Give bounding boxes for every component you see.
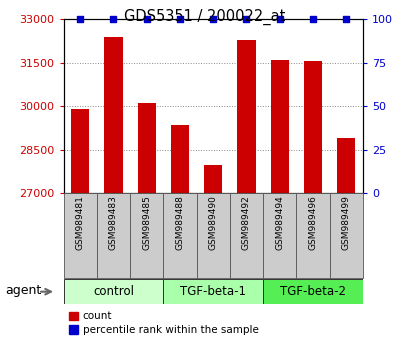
Text: GSM989490: GSM989490 xyxy=(208,195,217,250)
Text: GSM989494: GSM989494 xyxy=(274,195,283,250)
Bar xyxy=(137,103,155,193)
Point xyxy=(176,17,183,22)
Bar xyxy=(263,279,362,304)
Text: GSM989496: GSM989496 xyxy=(308,195,317,250)
Bar xyxy=(336,138,355,193)
Text: GSM989481: GSM989481 xyxy=(76,195,85,250)
Legend: count, percentile rank within the sample: count, percentile rank within the sample xyxy=(69,312,258,335)
Point xyxy=(77,17,83,22)
Text: GSM989485: GSM989485 xyxy=(142,195,151,250)
Bar xyxy=(270,60,288,193)
Point xyxy=(309,17,315,22)
Text: TGF-beta-1: TGF-beta-1 xyxy=(180,285,245,298)
Point xyxy=(276,17,282,22)
Bar xyxy=(163,279,263,304)
Text: control: control xyxy=(93,285,134,298)
Text: GSM989488: GSM989488 xyxy=(175,195,184,250)
Point xyxy=(143,17,150,22)
Point xyxy=(110,17,117,22)
Bar xyxy=(171,125,189,193)
Text: agent: agent xyxy=(5,284,41,297)
Bar xyxy=(130,193,163,278)
Bar xyxy=(263,193,296,278)
Text: GSM989499: GSM989499 xyxy=(341,195,350,250)
Bar xyxy=(303,61,321,193)
Text: GSM989483: GSM989483 xyxy=(109,195,118,250)
Point xyxy=(342,17,348,22)
Text: GSM989492: GSM989492 xyxy=(241,195,250,250)
Bar xyxy=(296,193,329,278)
Bar xyxy=(237,40,255,193)
Bar xyxy=(329,193,362,278)
Bar xyxy=(63,279,163,304)
Bar xyxy=(97,193,130,278)
Text: TGF-beta-2: TGF-beta-2 xyxy=(279,285,345,298)
Point xyxy=(209,17,216,22)
Bar xyxy=(163,193,196,278)
Bar xyxy=(104,37,122,193)
Point xyxy=(243,17,249,22)
Bar xyxy=(71,109,89,193)
Bar xyxy=(196,193,229,278)
Bar xyxy=(229,193,263,278)
Text: GDS5351 / 200022_at: GDS5351 / 200022_at xyxy=(124,9,285,25)
Bar xyxy=(63,193,97,278)
Bar xyxy=(204,165,222,193)
